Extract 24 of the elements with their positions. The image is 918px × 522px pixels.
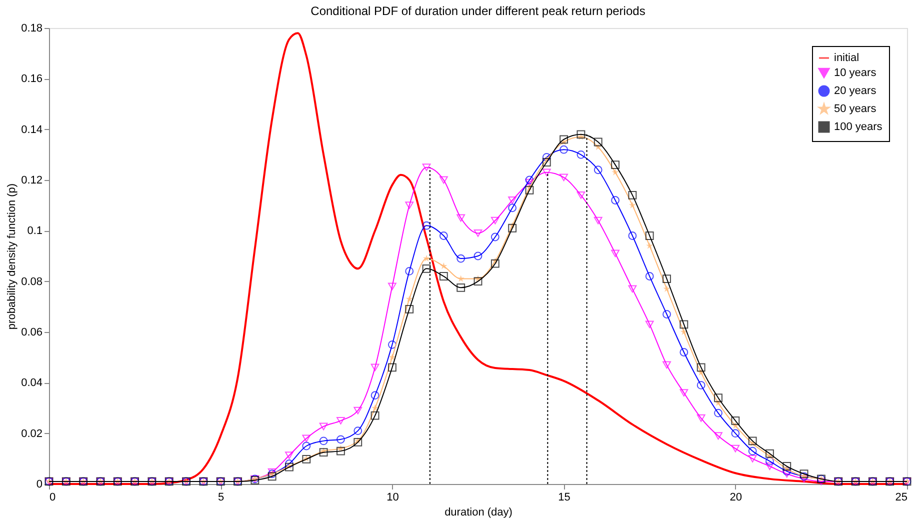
- x-tick-label: 0: [50, 492, 56, 504]
- y-tick-label: 0: [36, 478, 42, 490]
- legend-label: 20 years: [834, 85, 877, 97]
- chart-title: Conditional PDF of duration under different peak return periods: [310, 4, 646, 18]
- y-tick-label: 0.04: [21, 377, 42, 390]
- legend-label: 100 years: [834, 121, 883, 133]
- legend-label: 50 years: [834, 103, 877, 115]
- x-axis-title: duration (day): [444, 506, 512, 518]
- y-axis-title: probability density function (p): [6, 183, 18, 330]
- y-tick-label: 0.18: [21, 22, 42, 34]
- legend-label: 10 years: [834, 67, 877, 79]
- y-tick-label: 0.12: [21, 174, 42, 186]
- y-tick-label: 0.06: [21, 326, 42, 338]
- y-tick-label: 0.1: [27, 225, 42, 238]
- y-tick-label: 0.16: [21, 73, 42, 86]
- y-tick-label: 0.14: [21, 124, 42, 136]
- x-tick-label: 5: [218, 492, 224, 504]
- x-tick-label: 25: [895, 492, 908, 504]
- y-tick-label: 0.02: [21, 428, 42, 440]
- x-tick-label: 15: [558, 492, 570, 504]
- legend-label: initial: [834, 52, 860, 64]
- x-tick-label: 10: [386, 492, 399, 504]
- y-tick-label: 0.08: [21, 276, 42, 288]
- x-tick-label: 20: [730, 492, 742, 504]
